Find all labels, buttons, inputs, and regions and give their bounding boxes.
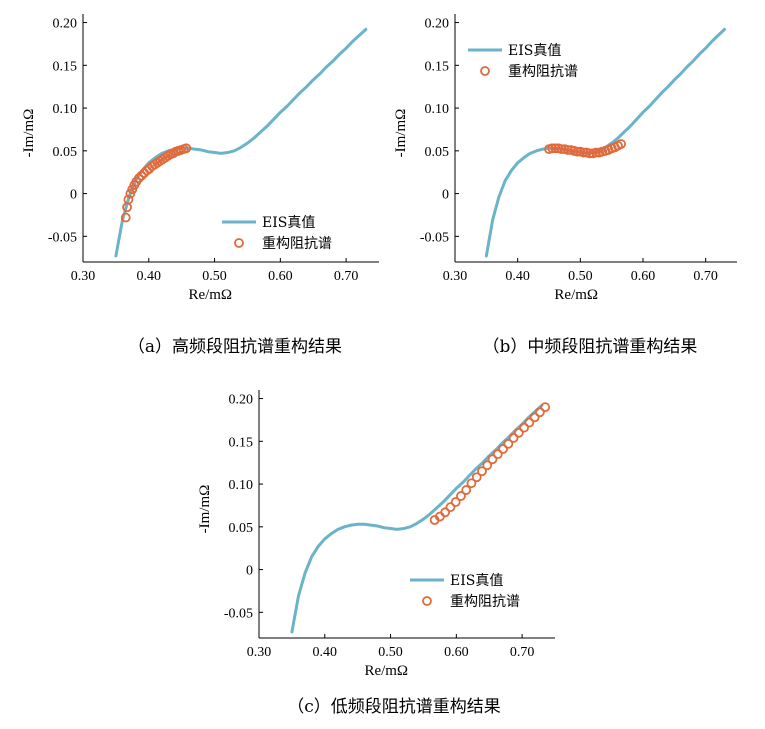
series-point-reconstructed — [487, 454, 498, 465]
legend-label-reconstructed: 重构阻抗谱 — [450, 594, 520, 610]
chart-panel-c: 0.30 0.40 0.50 0.60 0.70 -0.05 0 0.05 0.10 0.15 0.… — [197, 390, 555, 717]
x-tick-label: 0.50 — [202, 269, 227, 284]
series-line-eis-truth — [114, 27, 368, 258]
series-point-reconstructed — [120, 212, 131, 223]
legend-label-reconstructed: 重构阻抗谱 — [262, 236, 332, 252]
y-tick-label: -0.05 — [420, 230, 449, 245]
series-point-reconstructed — [519, 422, 529, 433]
y-tick-label: 0.10 — [425, 102, 450, 117]
series-point-reconstructed — [616, 139, 626, 149]
series-point-reconstructed — [466, 478, 477, 489]
x-tick-label: 0.50 — [568, 269, 593, 284]
x-tick-label: 0.60 — [268, 269, 293, 284]
x-axis-label: Re/mΩ — [364, 663, 408, 679]
legend-label-reconstructed: 重构阻抗谱 — [508, 64, 578, 80]
x-tick-label: 0.70 — [334, 269, 359, 284]
chart-panel-a: 0.30 0.40 0.50 0.60 0.70 -0.05 0 0.05 0.10 0.15 0.… — [21, 14, 379, 357]
y-tick-label: 0.05 — [229, 521, 254, 536]
series-point-reconstructed — [482, 460, 493, 471]
y-tick-label: 0.15 — [53, 59, 78, 74]
series-point-reconstructed — [136, 170, 147, 181]
x-tick-label: 0.70 — [510, 645, 535, 660]
series-point-reconstructed — [471, 472, 482, 483]
panel-caption: （c）低频段阻抗谱重构结果 — [287, 697, 501, 717]
series-point-reconstructed — [534, 407, 545, 418]
series-point-reconstructed — [513, 427, 524, 438]
y-axis-label: -Im/mΩ — [393, 109, 409, 158]
series-point-reconstructed — [524, 417, 535, 428]
x-tick-label: 0.30 — [247, 645, 272, 660]
panel-caption: （a）高频段阻抗谱重构结果 — [128, 337, 342, 357]
x-tick-label: 0.60 — [631, 269, 656, 284]
y-tick-label: -0.05 — [224, 606, 253, 621]
series-point-reconstructed — [440, 507, 451, 518]
series-point-reconstructed — [572, 146, 583, 157]
legend-label-truth: EIS真值 — [508, 43, 561, 59]
series-point-reconstructed — [492, 449, 503, 460]
series-point-reconstructed — [477, 466, 487, 477]
series-point-reconstructed — [529, 412, 540, 423]
x-tick-label: 0.60 — [444, 645, 469, 660]
x-tick-label: 0.70 — [693, 269, 718, 284]
legend-swatch-marker — [422, 596, 432, 606]
series-point-reconstructed — [578, 147, 589, 158]
series-point-reconstructed — [547, 143, 558, 154]
series-point-reconstructed — [445, 502, 456, 513]
y-axis-label: -Im/mΩ — [197, 485, 213, 534]
series-point-reconstructed — [456, 491, 466, 501]
series-point-reconstructed — [498, 444, 508, 454]
series-point-reconstructed — [556, 144, 567, 155]
y-tick-label: 0.05 — [53, 145, 78, 160]
series-point-reconstructed — [584, 148, 595, 159]
series-point-reconstructed — [450, 497, 461, 507]
y-tick-label: 0.15 — [229, 435, 254, 450]
panel-caption: （b）中频段阻抗谱重构结果 — [483, 337, 698, 357]
y-tick-label: 0.20 — [229, 393, 254, 408]
x-tick-label: 0.40 — [505, 269, 530, 284]
x-tick-label: 0.50 — [378, 645, 403, 660]
x-tick-label: 0.40 — [137, 269, 162, 284]
y-tick-label: 0 — [246, 564, 253, 579]
y-tick-label: 0.05 — [425, 145, 450, 160]
y-tick-label: 0.10 — [229, 478, 254, 493]
legend-label-truth: EIS真值 — [262, 215, 315, 231]
series-point-reconstructed — [562, 145, 573, 155]
x-tick-label: 0.40 — [313, 645, 338, 660]
x-tick-label: 0.30 — [443, 269, 468, 284]
legend-label-truth: EIS真值 — [450, 573, 503, 589]
y-tick-label: 0 — [70, 188, 77, 203]
legend-swatch-marker — [234, 238, 244, 248]
x-tick-label: 0.30 — [71, 269, 96, 284]
y-tick-label: 0.15 — [425, 59, 450, 74]
series-point-reconstructed — [181, 143, 192, 154]
series-point-reconstructed — [123, 194, 134, 205]
legend-swatch-marker — [480, 66, 490, 76]
series-point-reconstructed — [550, 143, 561, 154]
y-axis-label: -Im/mΩ — [21, 109, 37, 158]
x-axis-label: Re/mΩ — [554, 287, 598, 303]
series-point-reconstructed — [591, 147, 601, 158]
y-tick-label: 0.20 — [425, 17, 450, 32]
series-point-reconstructed — [134, 173, 144, 184]
y-tick-label: 0.20 — [53, 17, 78, 32]
y-tick-label: 0.10 — [53, 102, 78, 117]
series-point-reconstructed — [508, 432, 519, 443]
series-point-reconstructed — [461, 485, 472, 495]
series-point-reconstructed — [540, 402, 551, 413]
series-point-reconstructed — [503, 438, 514, 449]
x-axis-label: Re/mΩ — [188, 287, 232, 303]
y-tick-label: 0 — [442, 188, 449, 203]
chart-panel-b: 0.30 0.40 0.50 0.60 0.70 -0.05 0 0.05 0.10 0.15 0.… — [393, 14, 737, 357]
y-tick-label: -0.05 — [48, 230, 77, 245]
